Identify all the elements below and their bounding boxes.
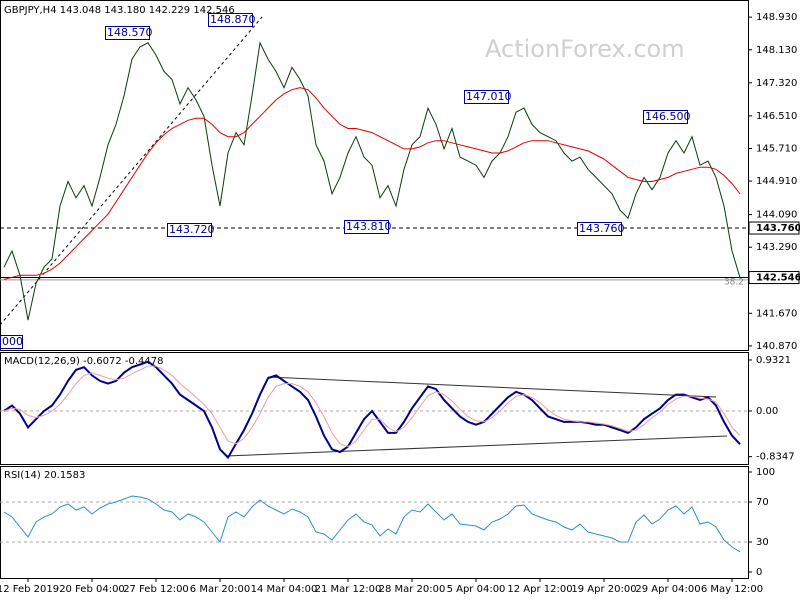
annotation: 143.720 (169, 223, 215, 236)
x-tick-label: 28 Mar 20:00 (379, 584, 446, 595)
y-tick-label: 144.090 (756, 210, 797, 221)
macd-title: MACD(12,26,9) -0.6072 -0.4478 (4, 356, 164, 367)
y-tick-label: 148.930 (756, 12, 797, 23)
annotation: 000 (2, 335, 23, 348)
y-tick-label: 147.320 (756, 78, 797, 89)
x-tick-label: 6 Mar 20:00 (190, 584, 250, 595)
watermark: ActionForex.com (485, 35, 685, 63)
annotation: 146.500 (645, 110, 691, 123)
rsi-panel (0, 466, 749, 579)
series-line (3, 495, 741, 553)
annotation-box (464, 90, 509, 104)
chart-title: GBPJPY,H4 143.048 143.180 142.229 142.54… (4, 5, 235, 16)
x-tick-label: 14 Mar 04:00 (251, 584, 318, 595)
y-tick-label: 143.290 (756, 242, 797, 253)
x-tick-label: 27 Feb 12:00 (123, 584, 189, 595)
y-tick-label: 145.710 (756, 143, 797, 154)
y-tick-label: 0.00 (756, 406, 778, 417)
y-tick-label: 148.130 (756, 45, 797, 56)
y-tick-label: 100 (756, 467, 775, 478)
y-tick-label: 30 (756, 537, 769, 548)
annotation-box (167, 223, 212, 237)
price-box (748, 271, 800, 285)
annotation-box (577, 222, 622, 236)
x-tick-label: 20 Feb 04:00 (59, 584, 125, 595)
series-line (3, 365, 741, 448)
annotation: 143.760 (579, 222, 625, 235)
macd-trend-line (225, 435, 728, 457)
x-tick-label: 6 May 12:00 (701, 584, 763, 595)
price-box-label: 142.546 (756, 273, 800, 284)
macd-panel (0, 352, 749, 465)
annotation: 148.570 (107, 26, 153, 39)
price-box-label: 143.760 (756, 223, 800, 234)
macd-trend-line (267, 376, 717, 398)
y-tick-label: 0.9321 (756, 355, 791, 366)
annotation-box (344, 220, 389, 234)
x-tick-label: 19 Apr 20:00 (571, 584, 636, 595)
annotation-box (643, 110, 688, 124)
y-tick-label: 144.910 (756, 176, 797, 187)
rsi-title: RSI(14) 20.1583 (4, 470, 85, 481)
annotation: 148.870 (210, 13, 256, 26)
y-tick-label: 0 (756, 567, 762, 578)
price-panel (0, 0, 749, 351)
annotation-box (0, 335, 23, 349)
x-tick-label: 5 Apr 04:00 (447, 584, 506, 595)
y-tick-label: 70 (756, 497, 769, 508)
annotation-box (208, 13, 253, 27)
x-tick-label: 12 Apr 12:00 (507, 584, 572, 595)
annotation: 147.010 (466, 90, 512, 103)
series-line (3, 87, 741, 280)
y-tick-label: 146.510 (756, 111, 797, 122)
y-tick-label: -0.8347 (756, 452, 795, 463)
annotation: 143.810 (346, 220, 392, 233)
price-box (748, 221, 800, 235)
series-line (3, 360, 741, 460)
series-line (3, 41, 741, 321)
y-tick-label: 141.670 (756, 308, 797, 319)
y-tick-label: 140.870 (756, 341, 797, 352)
x-tick-label: 21 Mar 12:00 (315, 584, 382, 595)
fib-label: 38.2 (724, 277, 744, 287)
x-tick-label: 12 Feb 2019 (0, 584, 59, 595)
annotation-box (105, 26, 150, 40)
x-tick-label: 29 Apr 04:00 (635, 584, 700, 595)
